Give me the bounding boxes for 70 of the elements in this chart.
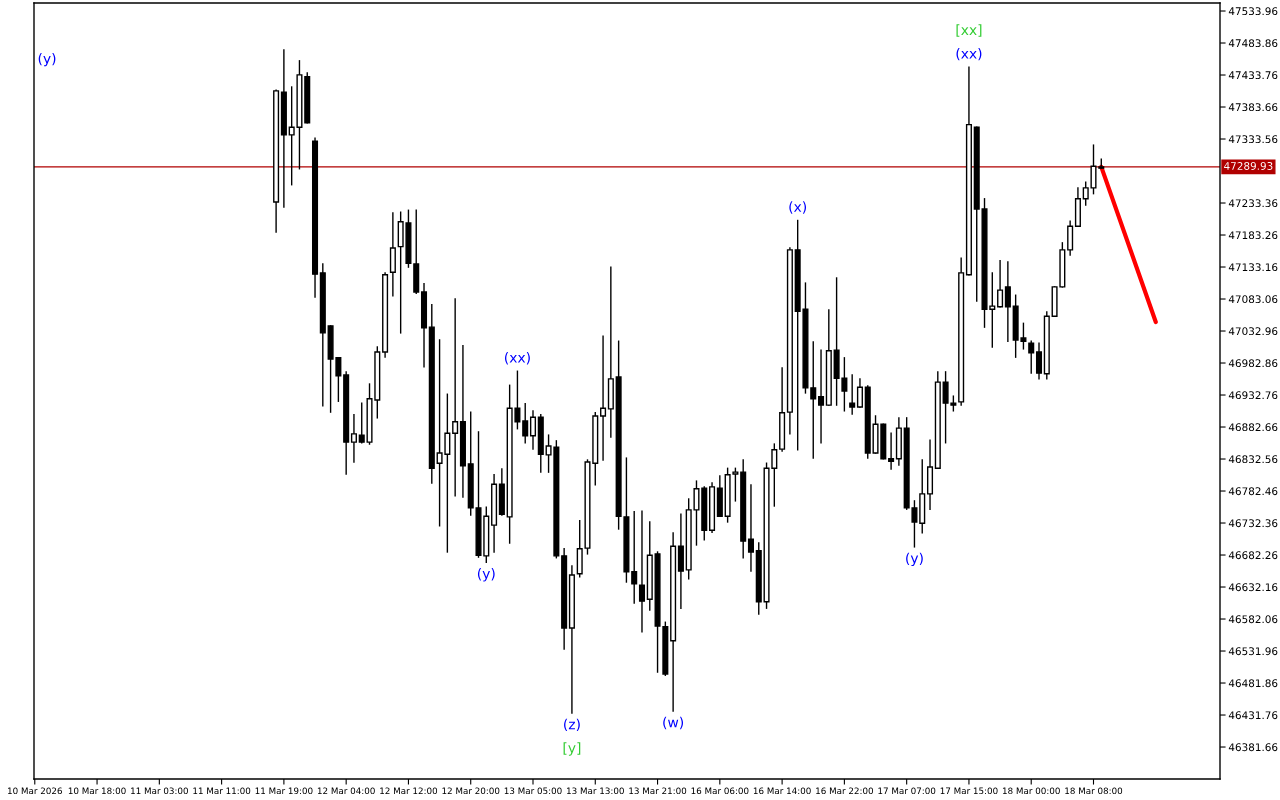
y-tick-label: 47083.06 — [1228, 295, 1278, 304]
candlestick — [1067, 220, 1074, 256]
x-tick-label: 16 Mar 22:00 — [816, 787, 874, 795]
annotation: [y] — [563, 742, 581, 756]
x-tick-label: 13 Mar 13:00 — [567, 787, 624, 795]
candlestick — [638, 510, 646, 633]
candlestick — [856, 378, 863, 408]
y-tick-label: 47533.96 — [1228, 7, 1278, 16]
candlestick — [810, 341, 817, 459]
y-tick-label: 46882.66 — [1228, 423, 1278, 432]
ref-line-label: 47289.93 — [1224, 162, 1273, 170]
x-tick-label: 13 Mar 05:00 — [504, 787, 562, 795]
annotation: (y) — [906, 552, 923, 567]
y-tick-label: 46632.16 — [1228, 583, 1278, 592]
x-tick-label: 17 Mar 15:00 — [940, 787, 998, 795]
candlestick — [1028, 340, 1035, 374]
x-tick-label: 10 Mar 18:00 — [68, 787, 126, 795]
y-tick-label: 46782.46 — [1228, 487, 1278, 496]
candlestick — [747, 484, 755, 572]
annotation: (y) — [477, 568, 495, 582]
annotation: [xx] — [956, 24, 982, 37]
candlestick — [350, 413, 357, 463]
x-tick-label: 12 Mar 20:00 — [442, 787, 500, 795]
y-tick-label: 46431.76 — [1228, 711, 1278, 720]
y-tick-label: 47183.26 — [1228, 231, 1278, 240]
x-tick-label: 17 Mar 07:00 — [878, 787, 936, 795]
y-tick-label: 46982.86 — [1228, 359, 1278, 368]
annotation: (x) — [789, 201, 807, 214]
x-tick-label: 18 Mar 08:00 — [1065, 787, 1123, 795]
candlestick — [631, 511, 638, 604]
x-tick-label: 16 Mar 06:00 — [691, 787, 749, 795]
annotation: (y) — [38, 52, 56, 67]
y-tick-label: 47433.76 — [1228, 71, 1278, 80]
x-tick-label: 12 Mar 12:00 — [380, 787, 438, 795]
candlestick — [529, 410, 537, 450]
x-tick-label: 11 Mar 19:00 — [255, 787, 313, 795]
annotation: (z) — [564, 718, 580, 732]
annotation: (xx) — [504, 352, 530, 365]
y-tick-label: 46381.66 — [1228, 743, 1278, 752]
x-tick-label: 13 Mar 21:00 — [629, 787, 687, 795]
y-tick-label: 47333.56 — [1228, 135, 1278, 144]
candlestick — [997, 260, 1004, 308]
y-tick-label: 47233.36 — [1228, 199, 1278, 208]
x-tick-label: 11 Mar 11:00 — [193, 787, 251, 795]
x-tick-label: 12 Mar 04:00 — [317, 787, 375, 795]
y-tick-label: 47483.86 — [1228, 39, 1278, 48]
annotation: (xx) — [956, 47, 982, 61]
candlestick — [452, 298, 459, 497]
candlestick — [1004, 261, 1011, 342]
x-tick-label: 10 Mar 2026 — [8, 787, 62, 795]
candlestick — [522, 403, 529, 444]
y-tick-label: 46932.76 — [1228, 391, 1278, 400]
candlestick — [849, 374, 856, 415]
y-tick-label: 46481.86 — [1228, 679, 1278, 688]
y-tick-label: 47032.96 — [1228, 327, 1278, 336]
candlestick — [888, 432, 895, 470]
candlestick — [818, 349, 825, 444]
candlestick — [1035, 342, 1043, 380]
y-tick-label: 47133.16 — [1228, 263, 1278, 272]
y-tick-label: 46682.26 — [1228, 551, 1278, 560]
x-tick-label: 11 Mar 03:00 — [131, 787, 188, 795]
x-tick-label: 16 Mar 14:00 — [753, 787, 811, 795]
y-tick-label: 46732.36 — [1228, 519, 1278, 528]
y-tick-label: 46531.96 — [1228, 647, 1278, 656]
x-tick-label: 18 Mar 00:00 — [1002, 787, 1060, 795]
candlestick — [600, 335, 607, 461]
y-tick-label: 46582.06 — [1228, 615, 1278, 624]
y-tick-label: 46832.56 — [1228, 455, 1278, 464]
y-tick-label: 47383.66 — [1228, 103, 1278, 112]
annotation: (w) — [663, 716, 684, 730]
